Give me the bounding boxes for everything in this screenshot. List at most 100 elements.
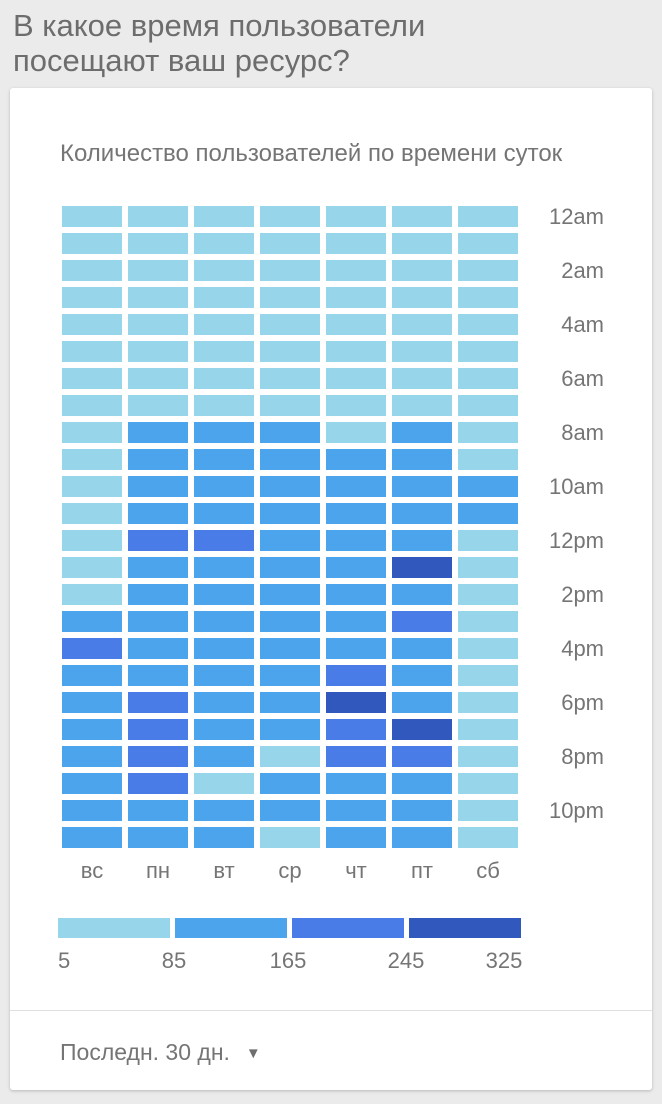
heatmap-cell[interactable] xyxy=(128,206,188,227)
heatmap-cell[interactable] xyxy=(392,557,452,578)
heatmap-cell[interactable] xyxy=(260,206,320,227)
heatmap-cell[interactable] xyxy=(326,449,386,470)
heatmap-cell[interactable] xyxy=(62,827,122,848)
heatmap-cell[interactable] xyxy=(326,773,386,794)
date-range-selector[interactable]: Последн. 30 дн. ▼ xyxy=(60,1032,261,1072)
heatmap-cell[interactable] xyxy=(128,287,188,308)
heatmap-cell[interactable] xyxy=(194,611,254,632)
heatmap-cell[interactable] xyxy=(194,368,254,389)
heatmap-cell[interactable] xyxy=(392,341,452,362)
heatmap-cell[interactable] xyxy=(392,746,452,767)
heatmap-cell[interactable] xyxy=(194,827,254,848)
heatmap-cell[interactable] xyxy=(194,233,254,254)
heatmap-cell[interactable] xyxy=(62,341,122,362)
heatmap-cell[interactable] xyxy=(392,233,452,254)
heatmap-cell[interactable] xyxy=(62,449,122,470)
heatmap-cell[interactable] xyxy=(458,773,518,794)
heatmap-cell[interactable] xyxy=(194,557,254,578)
heatmap-cell[interactable] xyxy=(326,503,386,524)
heatmap-cell[interactable] xyxy=(392,287,452,308)
heatmap-cell[interactable] xyxy=(194,287,254,308)
heatmap-cell[interactable] xyxy=(260,395,320,416)
heatmap-cell[interactable] xyxy=(326,395,386,416)
heatmap-cell[interactable] xyxy=(128,584,188,605)
heatmap-cell[interactable] xyxy=(62,692,122,713)
heatmap-cell[interactable] xyxy=(62,287,122,308)
heatmap-cell[interactable] xyxy=(62,665,122,686)
heatmap-cell[interactable] xyxy=(326,260,386,281)
heatmap-cell[interactable] xyxy=(458,530,518,551)
heatmap-cell[interactable] xyxy=(392,773,452,794)
heatmap-cell[interactable] xyxy=(128,800,188,821)
heatmap-cell[interactable] xyxy=(194,341,254,362)
heatmap-cell[interactable] xyxy=(326,665,386,686)
heatmap-cell[interactable] xyxy=(326,692,386,713)
heatmap-cell[interactable] xyxy=(194,314,254,335)
heatmap-cell[interactable] xyxy=(128,341,188,362)
heatmap-cell[interactable] xyxy=(260,746,320,767)
heatmap-cell[interactable] xyxy=(194,530,254,551)
heatmap-cell[interactable] xyxy=(260,422,320,443)
heatmap-cell[interactable] xyxy=(458,638,518,659)
heatmap-cell[interactable] xyxy=(326,233,386,254)
heatmap-cell[interactable] xyxy=(194,719,254,740)
heatmap-cell[interactable] xyxy=(392,530,452,551)
heatmap-cell[interactable] xyxy=(392,800,452,821)
heatmap-cell[interactable] xyxy=(458,692,518,713)
heatmap-cell[interactable] xyxy=(392,449,452,470)
heatmap-cell[interactable] xyxy=(128,827,188,848)
heatmap-cell[interactable] xyxy=(458,827,518,848)
heatmap-cell[interactable] xyxy=(62,206,122,227)
heatmap-cell[interactable] xyxy=(458,584,518,605)
heatmap-cell[interactable] xyxy=(128,422,188,443)
heatmap-cell[interactable] xyxy=(458,395,518,416)
heatmap-cell[interactable] xyxy=(128,638,188,659)
heatmap-cell[interactable] xyxy=(62,260,122,281)
heatmap-cell[interactable] xyxy=(62,557,122,578)
heatmap-cell[interactable] xyxy=(392,206,452,227)
heatmap-cell[interactable] xyxy=(458,449,518,470)
heatmap-cell[interactable] xyxy=(260,260,320,281)
heatmap-cell[interactable] xyxy=(326,206,386,227)
heatmap-cell[interactable] xyxy=(326,422,386,443)
heatmap-cell[interactable] xyxy=(260,638,320,659)
heatmap-cell[interactable] xyxy=(62,719,122,740)
heatmap-cell[interactable] xyxy=(128,611,188,632)
heatmap-cell[interactable] xyxy=(194,800,254,821)
heatmap-cell[interactable] xyxy=(326,476,386,497)
heatmap-cell[interactable] xyxy=(392,638,452,659)
heatmap-cell[interactable] xyxy=(62,476,122,497)
heatmap-cell[interactable] xyxy=(128,746,188,767)
heatmap-cell[interactable] xyxy=(326,368,386,389)
heatmap-cell[interactable] xyxy=(392,611,452,632)
heatmap-cell[interactable] xyxy=(392,692,452,713)
heatmap-cell[interactable] xyxy=(260,719,320,740)
heatmap-cell[interactable] xyxy=(458,260,518,281)
heatmap-cell[interactable] xyxy=(260,530,320,551)
heatmap-cell[interactable] xyxy=(326,611,386,632)
heatmap-cell[interactable] xyxy=(194,206,254,227)
heatmap-cell[interactable] xyxy=(128,368,188,389)
heatmap-cell[interactable] xyxy=(194,638,254,659)
heatmap-cell[interactable] xyxy=(260,692,320,713)
heatmap-cell[interactable] xyxy=(260,449,320,470)
heatmap-cell[interactable] xyxy=(128,719,188,740)
heatmap-cell[interactable] xyxy=(458,206,518,227)
heatmap-cell[interactable] xyxy=(458,557,518,578)
heatmap-cell[interactable] xyxy=(128,476,188,497)
heatmap-cell[interactable] xyxy=(260,665,320,686)
heatmap-cell[interactable] xyxy=(326,746,386,767)
heatmap-cell[interactable] xyxy=(194,746,254,767)
heatmap-cell[interactable] xyxy=(392,395,452,416)
heatmap-cell[interactable] xyxy=(260,476,320,497)
heatmap-cell[interactable] xyxy=(458,800,518,821)
heatmap-cell[interactable] xyxy=(392,584,452,605)
heatmap-cell[interactable] xyxy=(458,368,518,389)
heatmap-cell[interactable] xyxy=(260,800,320,821)
heatmap-cell[interactable] xyxy=(194,665,254,686)
heatmap-cell[interactable] xyxy=(458,665,518,686)
heatmap-cell[interactable] xyxy=(194,449,254,470)
heatmap-cell[interactable] xyxy=(458,233,518,254)
heatmap-cell[interactable] xyxy=(62,746,122,767)
heatmap-cell[interactable] xyxy=(458,422,518,443)
